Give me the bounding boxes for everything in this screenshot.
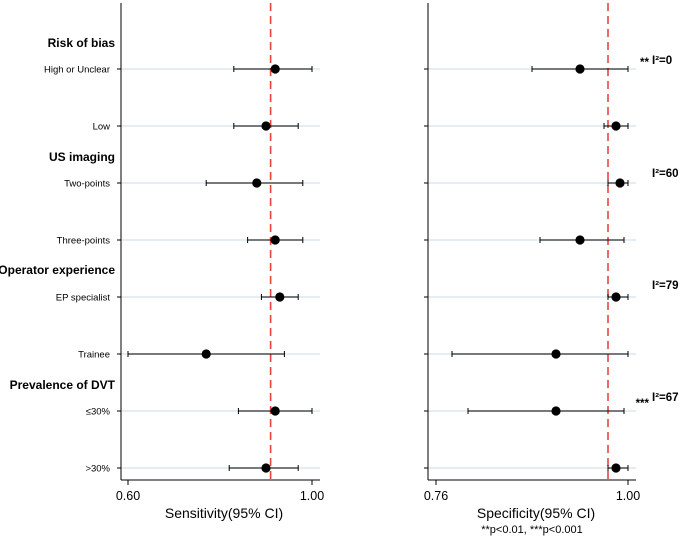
specificity-trainee-point-estimate bbox=[551, 349, 561, 359]
group-title-risk-of-bias: Risk of bias bbox=[48, 36, 116, 50]
sensitivity-axis-title: Sensitivity(95% CI) bbox=[165, 505, 283, 521]
specificity-two-points-point-estimate bbox=[615, 178, 625, 188]
specificity-axis-title: Specificity(95% CI) bbox=[477, 505, 595, 521]
sensitivity-ep-specialist-point-estimate bbox=[275, 292, 285, 302]
specificity-30-point-estimate bbox=[551, 406, 561, 416]
significance-footnote: **p<0.01, ***p<0.001 bbox=[481, 524, 583, 536]
specificity-low-point-estimate bbox=[611, 121, 621, 131]
x-tick-label-0-76: 0.76 bbox=[424, 489, 448, 503]
sensitivity-three-points-point-estimate bbox=[270, 235, 280, 245]
specificity-high-or-unclear-point-estimate bbox=[575, 64, 585, 74]
row-label-three-points: Three-points bbox=[57, 236, 111, 247]
row-label-30: ≤30% bbox=[86, 407, 111, 418]
sensitivity-30-point-estimate bbox=[270, 406, 280, 416]
row-label-ep-specialist: EP specialist bbox=[56, 293, 111, 304]
sensitivity-low-point-estimate bbox=[261, 121, 271, 131]
group-title-prevalence-of-dvt: Prevalence of DVT bbox=[10, 378, 116, 392]
sensitivity-30-point-estimate bbox=[261, 463, 271, 473]
row-label-two-points: Two-points bbox=[64, 179, 110, 190]
specificity-ep-specialist-point-estimate bbox=[611, 292, 621, 302]
specificity-panel: 0.76 1.00 Specificity(95% CI) bbox=[424, 3, 640, 521]
significance-stars-risk-of-bias: ** bbox=[640, 57, 649, 69]
group-title-us-imaging: US imaging bbox=[49, 150, 115, 164]
specificity-30-point-estimate bbox=[611, 463, 621, 473]
x-tick-label-0-60: 0.60 bbox=[116, 489, 140, 503]
heterogeneity-operator-experience: I²=79 bbox=[652, 280, 679, 292]
sensitivity-trainee-point-estimate bbox=[201, 349, 211, 359]
sensitivity-two-points-point-estimate bbox=[252, 178, 262, 188]
row-label-30: >30% bbox=[85, 464, 110, 475]
significance-stars-prevalence-of-dvt: *** bbox=[636, 398, 650, 410]
x-tick-label-1-00: 1.00 bbox=[300, 489, 324, 503]
heterogeneity-us-imaging: I²=60 bbox=[652, 168, 679, 180]
row-label-trainee: Trainee bbox=[78, 350, 110, 361]
x-tick-label-1-00: 1.00 bbox=[616, 489, 640, 503]
specificity-three-points-point-estimate bbox=[575, 235, 585, 245]
row-label-high-or-unclear: High or Unclear bbox=[44, 65, 110, 76]
group-title-operator-experience: Operator experience bbox=[0, 263, 115, 277]
heterogeneity-prevalence-of-dvt: I²=67 bbox=[652, 392, 679, 404]
heterogeneity-annotations: I²=0** I²=60 I²=79 I²=67*** bbox=[636, 55, 679, 410]
sensitivity-high-or-unclear-point-estimate bbox=[270, 64, 280, 74]
row-label-low: Low bbox=[93, 122, 111, 133]
heterogeneity-risk-of-bias: I²=0 bbox=[652, 55, 672, 67]
sensitivity-panel: 0.60 1.00 Sensitivity(95% CI) bbox=[116, 3, 324, 521]
row-labels: Risk of bias High or Unclear Low US imaging… bbox=[0, 36, 116, 475]
